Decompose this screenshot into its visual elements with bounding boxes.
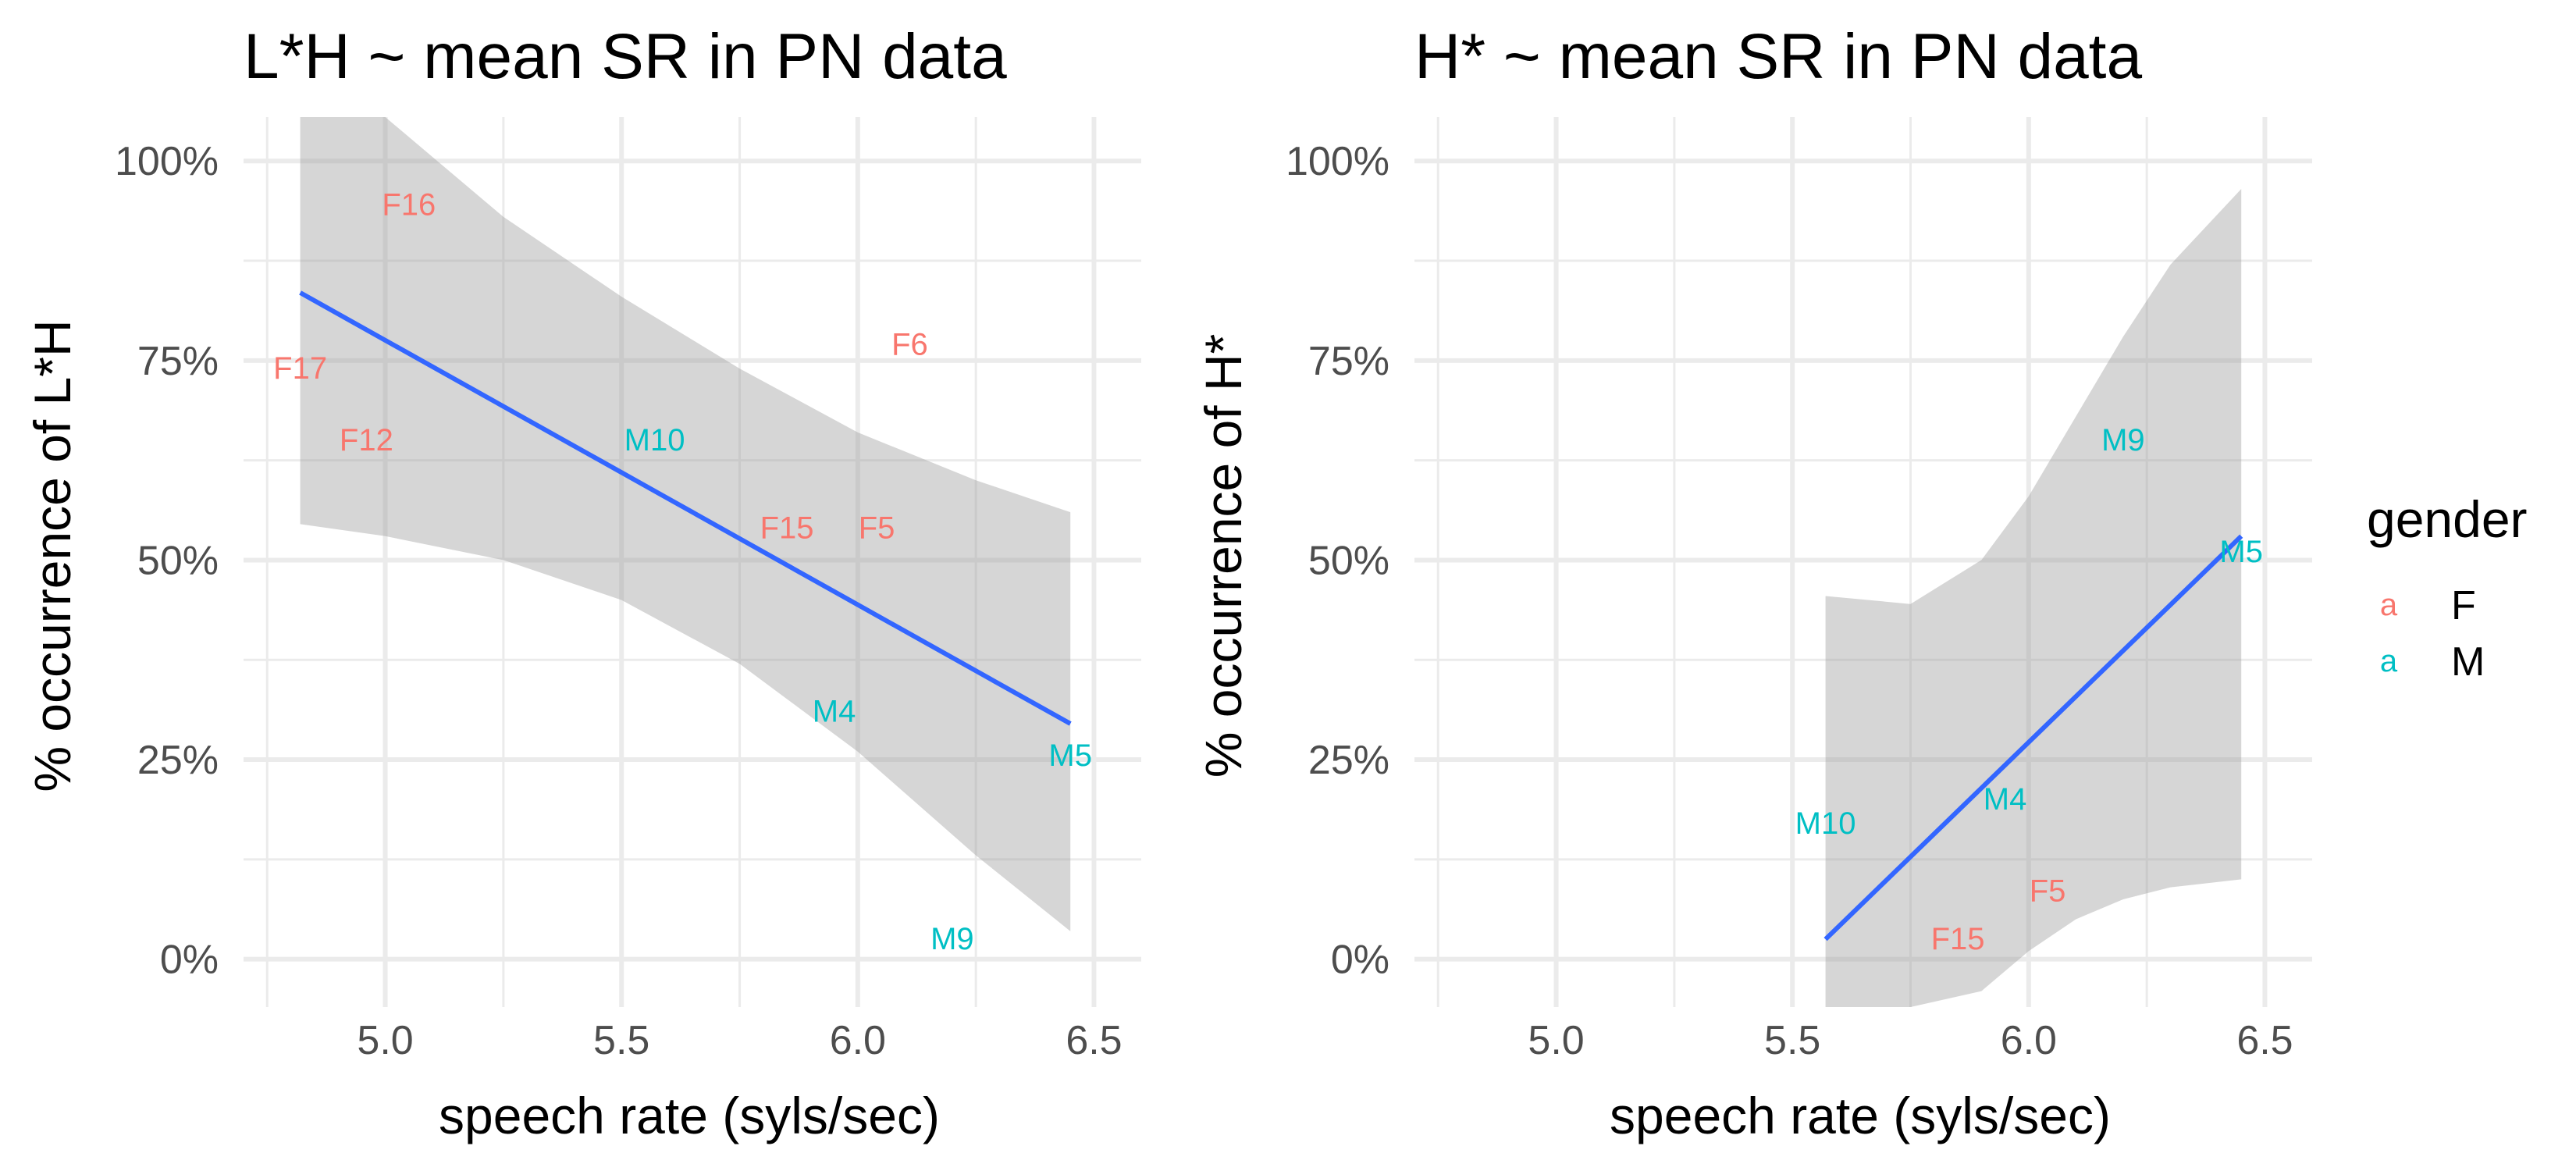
x-tick-label: 5.5 — [1764, 1018, 1820, 1063]
y-tick-labels: 0% 25% 50% 75% 100% — [115, 139, 219, 982]
y-axis-title: % occurrence of L*H — [23, 319, 81, 792]
y-tick-label: 100% — [115, 139, 219, 184]
point-label-m4: M4 — [1984, 782, 2027, 817]
x-tick-label: 5.0 — [1528, 1018, 1584, 1063]
x-tick-label: 6.5 — [1066, 1018, 1122, 1063]
legend-label-f: F — [2451, 583, 2476, 628]
point-label-m10: M10 — [1795, 806, 1856, 841]
y-tick-label: 25% — [137, 738, 219, 783]
point-label-m10: M10 — [624, 423, 685, 457]
point-label-f17: F17 — [273, 351, 327, 386]
legend: gender a F a M — [2367, 490, 2528, 685]
point-label-f5: F5 — [859, 511, 895, 546]
x-tick-label: 6.5 — [2236, 1018, 2293, 1063]
x-tick-labels: 5.0 5.5 6.0 6.5 — [1528, 1018, 2293, 1063]
point-label-f15: F15 — [760, 511, 814, 546]
grid — [244, 117, 1141, 1007]
panel-lh: F16 F17 F12 F6 M10 F15 F5 M4 M5 M9 5.0 5.5 6.0 6.5 0… — [23, 21, 1141, 1144]
point-labels: M9 M5 M10 M4 F5 F15 — [1795, 423, 2263, 956]
point-label-m5: M5 — [1048, 739, 1092, 773]
y-tick-label: 50% — [137, 538, 219, 583]
chart-title: H* ~ mean SR in PN data — [1414, 21, 2142, 92]
y-tick-label: 0% — [160, 938, 219, 983]
point-label-f15: F15 — [1931, 922, 1985, 956]
x-tick-label: 5.0 — [357, 1018, 413, 1063]
y-tick-label: 100% — [1286, 139, 1389, 184]
legend-label-m: M — [2451, 639, 2485, 685]
x-tick-labels: 5.0 5.5 6.0 6.5 — [357, 1018, 1122, 1063]
point-labels: F16 F17 F12 F6 M10 F15 F5 M4 M5 M9 — [273, 187, 1092, 956]
legend-key-m: a — [2380, 644, 2398, 678]
x-tick-label: 5.5 — [593, 1018, 649, 1063]
confidence-ribbon — [300, 117, 1071, 931]
grid — [1414, 117, 2312, 1007]
y-tick-label: 25% — [1308, 738, 1389, 783]
point-label-m4: M4 — [813, 695, 856, 729]
point-label-f16: F16 — [382, 187, 436, 222]
x-tick-label: 6.0 — [830, 1018, 886, 1063]
point-label-m5: M5 — [2219, 535, 2263, 569]
y-tick-label: 0% — [1331, 938, 1389, 983]
point-label-m9: M9 — [2101, 423, 2145, 457]
panel-h-star: M9 M5 M10 M4 F5 F15 5.0 5.5 6.0 6.5 0% 25% 50% 75% 1… — [1194, 21, 2312, 1144]
y-tick-label: 75% — [137, 339, 219, 384]
point-label-f5: F5 — [2030, 874, 2066, 909]
x-tick-label: 6.0 — [2001, 1018, 2057, 1063]
y-tick-labels: 0% 25% 50% 75% 100% — [1286, 139, 1389, 982]
point-label-f6: F6 — [891, 327, 928, 361]
point-label-m9: M9 — [930, 922, 974, 956]
y-tick-label: 50% — [1308, 538, 1389, 583]
confidence-ribbon — [1825, 189, 2242, 1007]
chart-title: L*H ~ mean SR in PN data — [244, 21, 1007, 92]
regression-line — [1823, 534, 2243, 941]
regression-line — [299, 290, 1072, 726]
legend-key-f: a — [2380, 588, 2398, 622]
y-axis-title: % occurrence of H* — [1194, 334, 1252, 778]
legend-title: gender — [2367, 490, 2528, 548]
x-axis-title: speech rate (syls/sec) — [1610, 1087, 2111, 1144]
point-label-f12: F12 — [340, 423, 393, 457]
x-axis-title: speech rate (syls/sec) — [439, 1087, 940, 1144]
y-tick-label: 75% — [1308, 339, 1389, 384]
